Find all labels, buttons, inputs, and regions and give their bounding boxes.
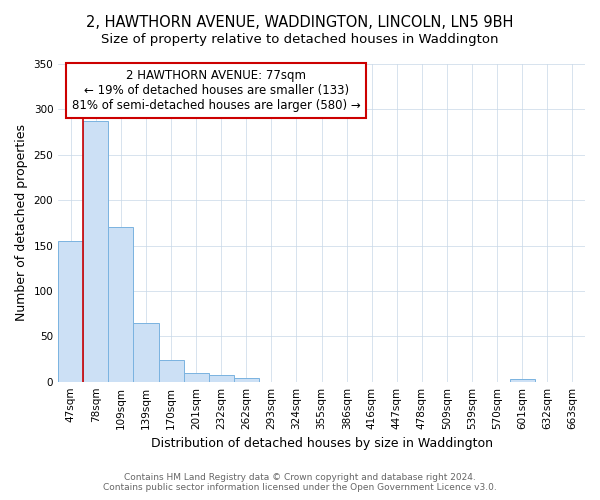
Bar (133, 322, 158, 382)
Bar (58, 241, 83, 382)
Bar (184, 372, 209, 382)
Bar (109, 228, 133, 382)
X-axis label: Distribution of detached houses by size in Waddington: Distribution of detached houses by size … (151, 437, 493, 450)
Text: 2 HAWTHORN AVENUE: 77sqm
← 19% of detached houses are smaller (133)
81% of semi-: 2 HAWTHORN AVENUE: 77sqm ← 19% of detach… (72, 69, 361, 112)
Text: 2, HAWTHORN AVENUE, WADDINGTON, LINCOLN, LN5 9BH: 2, HAWTHORN AVENUE, WADDINGTON, LINCOLN,… (86, 15, 514, 30)
Bar (83, 121, 109, 382)
Text: Contains HM Land Registry data © Crown copyright and database right 2024.
Contai: Contains HM Land Registry data © Crown c… (103, 473, 497, 492)
Text: Size of property relative to detached houses in Waddington: Size of property relative to detached ho… (101, 32, 499, 46)
Bar (209, 376, 234, 382)
Bar (234, 378, 259, 382)
Bar (158, 360, 184, 382)
Y-axis label: Number of detached properties: Number of detached properties (15, 124, 28, 322)
Bar (510, 379, 535, 382)
